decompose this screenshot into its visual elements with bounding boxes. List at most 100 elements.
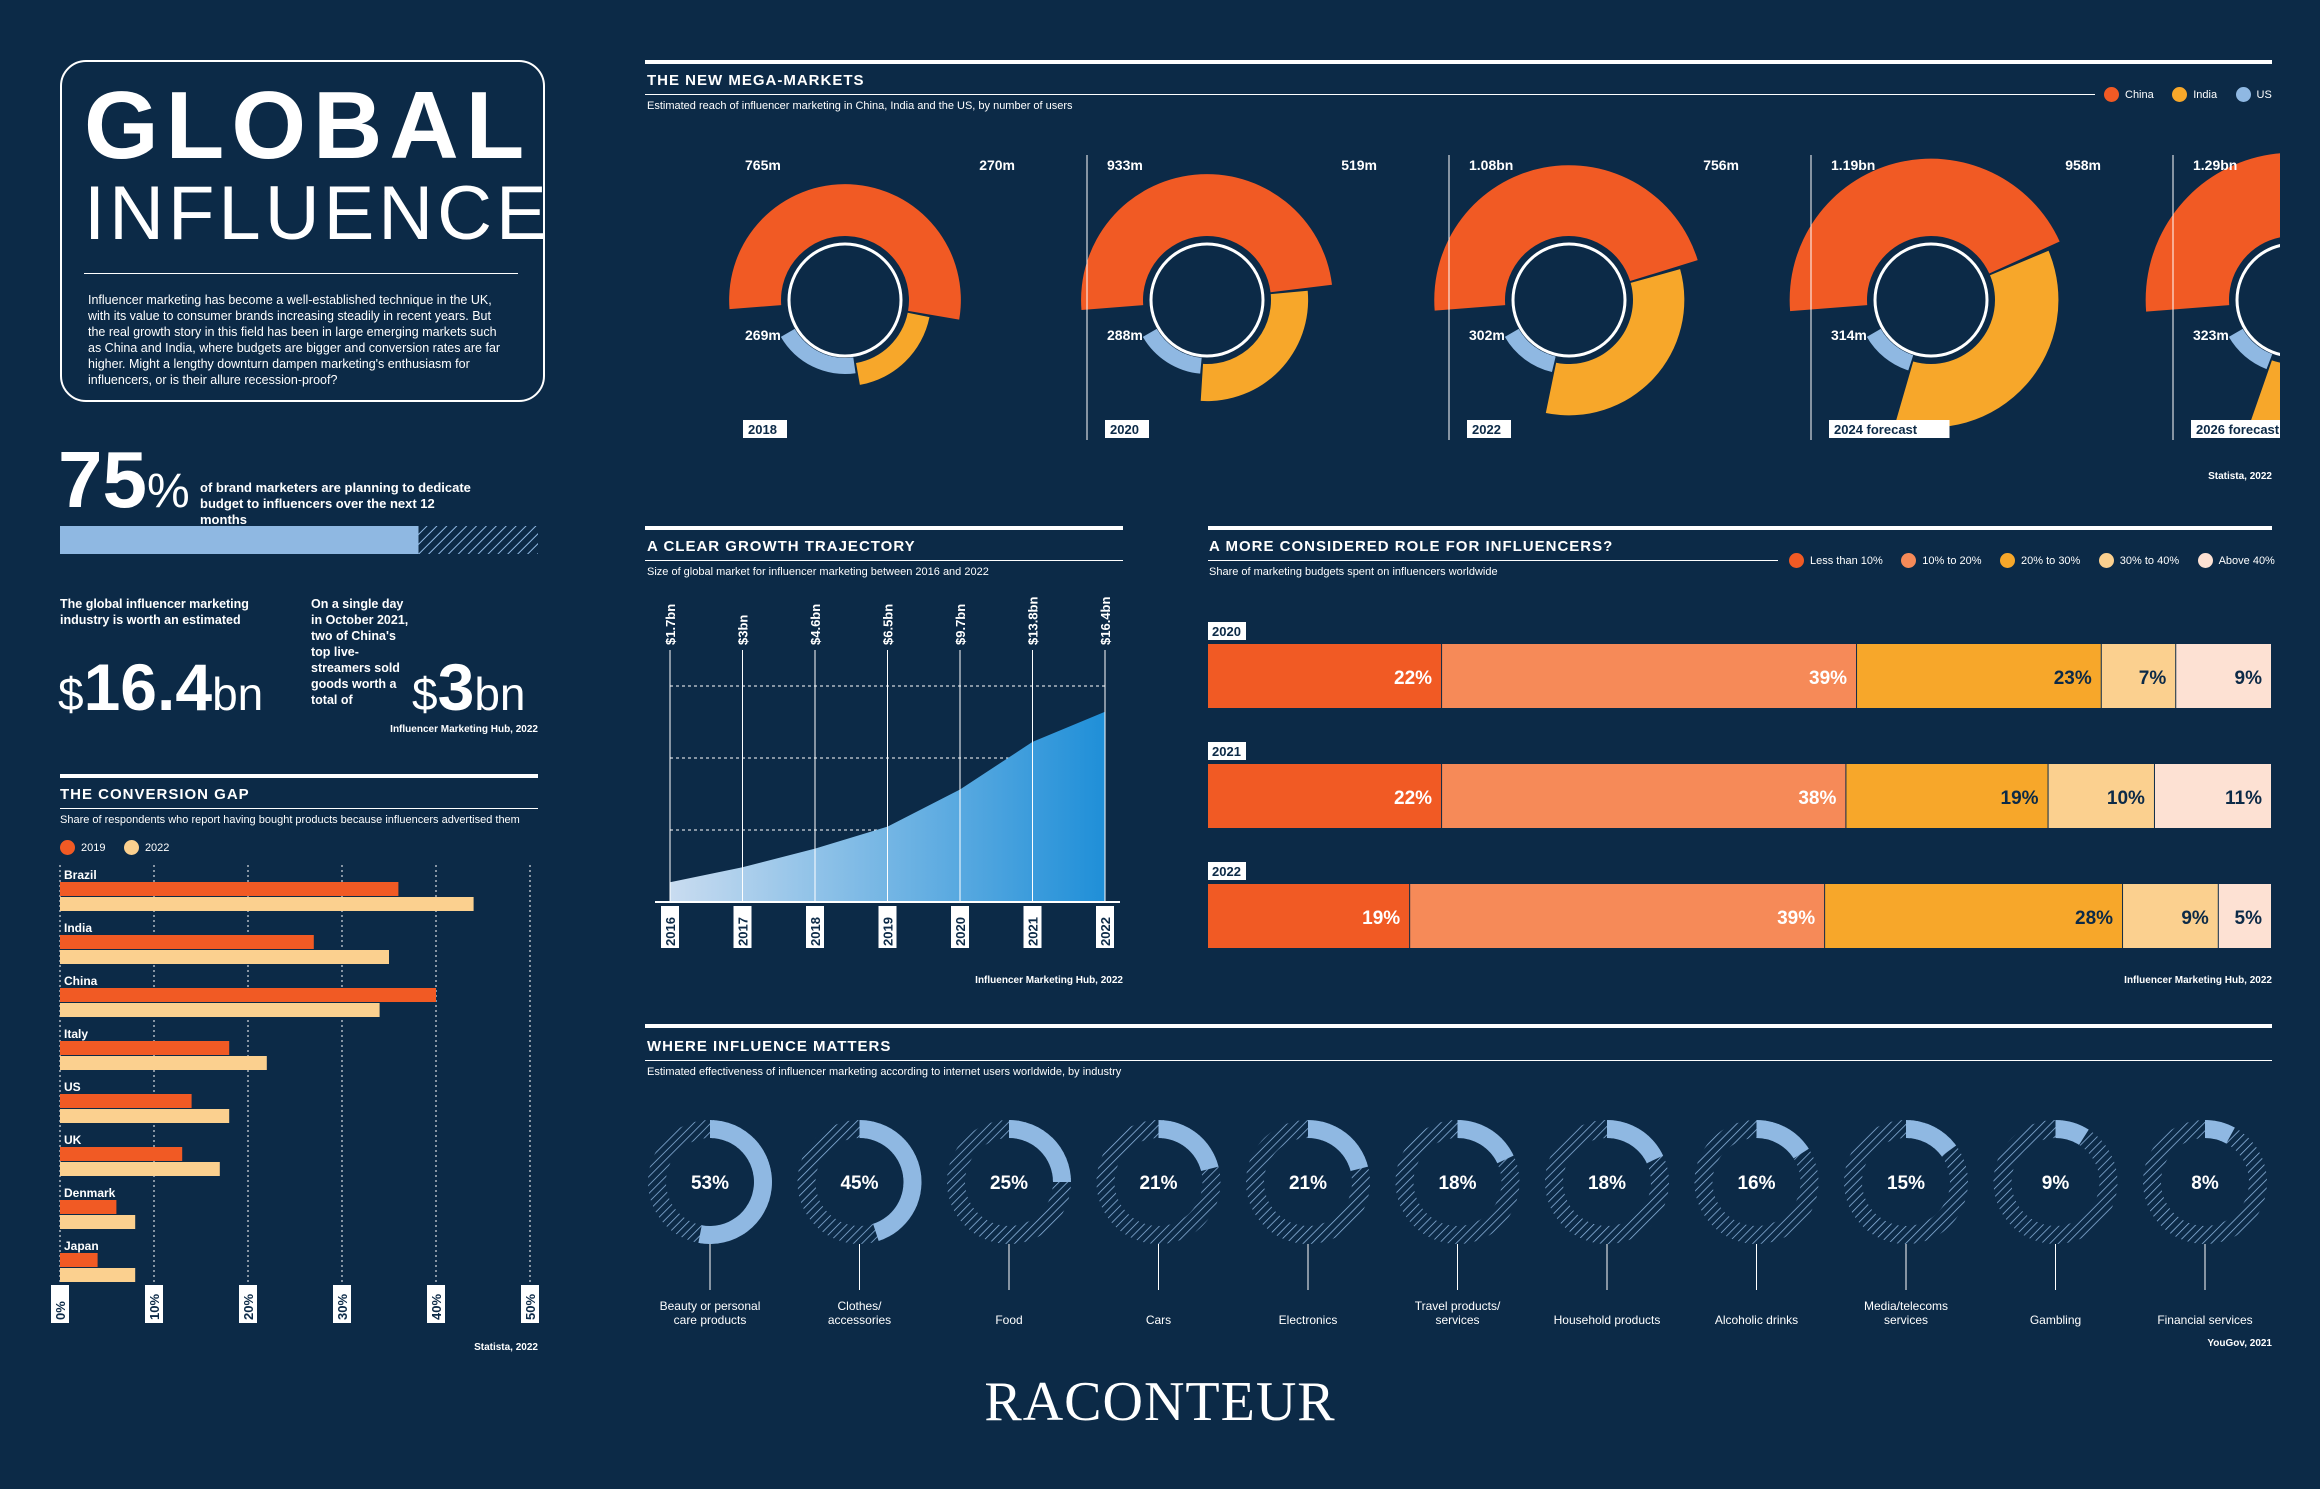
stat75-number: 75% [58,440,190,520]
conversion-tick-label-5: 50% [523,1294,538,1320]
considered-seg-0-1 [1442,644,1857,708]
matters-label-9: Gambling [2030,1313,2081,1327]
stat-livestream-figure: $3bn [412,654,525,720]
legend-india-label: India [2193,88,2218,101]
mega-india-label-0: 270m [979,157,1015,173]
conversion-tick-badge-0 [51,1285,69,1323]
conversion-subtitle: Share of respondents who report having b… [60,814,520,826]
matters-title-rule [645,1060,2272,1061]
considered-year-badge-2 [1208,862,1246,880]
conversion-title: The conversion gap [60,786,250,803]
matters-subtitle: Estimated effectiveness of influencer ma… [647,1066,1122,1078]
matters-value-0: 53% [691,1173,729,1194]
matters-label-5: Travel products/services [1415,1299,1501,1327]
matters-label-10: Financial services [2157,1313,2252,1327]
mega-us-arc-3 [1866,328,1914,371]
growth-year-badge-0 [661,906,679,948]
mega-us-label-3: 314m [1831,327,1867,343]
growth-value-label-5: $13.8bn [1026,597,1041,645]
legend-2022-swatch [123,840,139,855]
considered-year-label-1: 2021 [1212,744,1241,759]
matters-ring-fill-9 [2055,1120,2089,1145]
mega-rule [645,60,2272,64]
growth-year-badge-4 [951,906,969,948]
conversion-title-rule [60,808,538,809]
conversion-country-6: Denmark [64,1186,116,1200]
conversion-bar-2022-7 [60,1268,136,1282]
stat75-text: of brand marketers are planning to dedic… [200,480,471,527]
considered-seg-label-1-3: 10% [2107,788,2145,809]
matters-label-4: Electronics [1279,1313,1338,1327]
legend-10-20-swatch [1901,553,1917,568]
mega-center-ring-2 [1511,242,1627,358]
considered-seg-1-2 [1846,764,2048,828]
legend-us-swatch [2235,87,2251,102]
conversion-bar-2022-5 [60,1162,220,1176]
legend-india-swatch [2172,87,2188,102]
growth-title: A clear growth trajectory [647,538,916,555]
growth-year-label-4: 2020 [953,917,968,946]
growth-rule [645,526,1123,530]
mega-india-label-1: 519m [1341,157,1377,173]
growth-year-label-1: 2017 [736,917,751,946]
mega-year-badge-1 [1105,420,1149,438]
hero-title: GLOBAL [84,72,532,179]
conversion-country-3: Italy [64,1027,88,1041]
conversion-source: Statista, 2022 [474,1342,538,1353]
growth-value-label-2: $4.6bn [808,604,823,645]
mega-year-label-2: 2022 [1472,422,1501,437]
mega-us-arc-2 [1504,328,1556,373]
matters-ring-fill-3 [1158,1120,1219,1172]
mega-china-label-4: 1.29bn [2193,157,2237,173]
matters-value-3: 21% [1139,1173,1177,1194]
conversion-country-0: Brazil [64,868,97,882]
mega-india-arc-3 [1895,250,2059,428]
considered-subtitle: Share of marketing budgets spent on infl… [1209,566,1498,578]
matters-value-6: 18% [1588,1173,1626,1194]
matters-ring-fill-4 [1308,1120,1369,1172]
growth-year-badge-2 [806,906,824,948]
stat-livestream-text: On a single day in October 2021, two of … [311,597,409,707]
mega-center-ring-1 [1149,242,1265,358]
matters-ring-fill-1 [859,1120,922,1241]
mega-us-label-0: 269m [745,327,781,343]
considered-seg-label-0-1: 39% [1809,668,1847,689]
matters-label-1: Clothes/accessories [828,1299,891,1327]
mega-us-arc-0 [780,328,856,374]
growth-value-label-6: $16.4bn [1098,597,1113,645]
conversion-bar-2019-0 [60,882,399,896]
matters-title: Where influence matters [647,1038,892,1055]
conversion-bar-2022-6 [60,1215,136,1229]
growth-subtitle: Size of global market for influencer mar… [647,566,989,578]
legend-us-label: US [2256,88,2272,101]
considered-seg-1-4 [2154,764,2271,828]
matters-label-2: Food [995,1313,1022,1327]
legend-30-40-swatch [2098,553,2114,568]
legend-30-40-label: 30% to 40% [2119,554,2180,567]
legend-20-30-label: 20% to 30% [2021,554,2081,567]
mega-year-4: 1.29bn1.12bn323m2026 forecast [2145,153,2280,438]
matters-value-8: 15% [1887,1173,1925,1194]
conversion-tick-badge-2 [239,1285,257,1323]
considered-seg-label-2-4: 5% [2235,908,2263,929]
growth-year-badge-3 [878,906,897,948]
mega-center-ring-0 [787,242,903,358]
considered-seg-label-1-4: 11% [2225,788,2262,809]
matters-label-6: Household products [1554,1313,1661,1327]
matters-source: YouGov, 2021 [2207,1338,2272,1349]
hero-subtitle: INFLUENCE [84,171,551,256]
mega-title-rule [645,94,2095,95]
stat-industry-figure: $16.4bn [58,654,263,720]
considered-legend: Less than 10% 10% to 20% 20% to 30% 30% … [1775,553,2275,573]
legend-20-30-swatch [2000,553,2016,568]
conversion-tick-label-3: 30% [335,1294,350,1320]
growth-area [670,711,1105,902]
considered-seg-2-1 [1410,884,1825,948]
considered-seg-label-0-4: 9% [2235,668,2263,689]
mega-year-badge-4 [2191,420,2280,438]
growth-source: Influencer Marketing Hub, 2022 [975,975,1123,986]
conversion-tick-badge-1 [145,1285,163,1323]
conversion-bar-2019-6 [60,1200,117,1214]
considered-title: A more considered role for influencers? [1209,538,1614,555]
mega-year-badge-3 [1829,420,1950,438]
